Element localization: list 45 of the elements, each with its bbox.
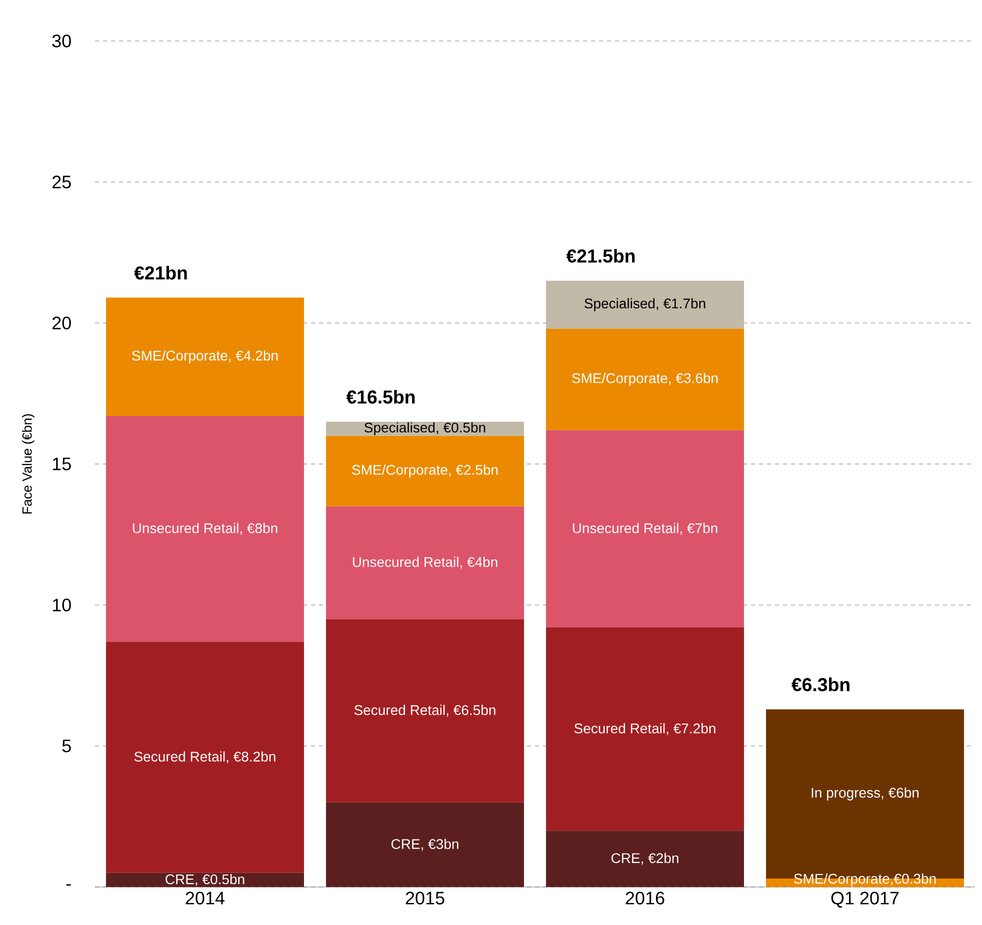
data-label: SME/Corporate, €3.6bn xyxy=(572,372,718,386)
data-label: Unsecured Retail, €8bn xyxy=(132,522,278,535)
data-label: Unsecured Retail, €4bn xyxy=(352,556,498,569)
y-axis-title: Face Value (€bn) xyxy=(22,414,34,514)
bar xyxy=(326,436,524,506)
data-label: Secured Retail, €8.2bn xyxy=(134,751,276,764)
data-label: In progress, €6bn xyxy=(812,787,919,800)
data-label: CRE, €0.5bn xyxy=(166,874,244,886)
bar xyxy=(546,280,744,329)
bar xyxy=(326,619,524,802)
bar xyxy=(106,416,304,642)
data-label: CRE, €2bn xyxy=(611,852,678,865)
total-label: €6.3bn xyxy=(792,678,850,692)
y-tick-label: 10 xyxy=(52,598,71,612)
total-label: €21bn xyxy=(134,266,187,280)
bar xyxy=(106,642,304,873)
y-tick-label: - xyxy=(66,884,71,886)
bar xyxy=(546,628,744,831)
bar xyxy=(546,830,744,887)
y-tick-label: 5 xyxy=(62,740,71,752)
x-tick-label: 2014 xyxy=(186,892,224,904)
data-label: SME/Corporate,€0.3bn xyxy=(794,873,936,886)
bar xyxy=(326,506,524,620)
data-label: SME/Corporate, €4.2bn xyxy=(132,350,278,364)
data-label: Unsecured Retail, €7bn xyxy=(572,522,718,535)
bar xyxy=(326,802,524,887)
data-label: Specialised, €0.5bn xyxy=(364,422,486,436)
data-label: SME/Corporate, €2.5bn xyxy=(352,464,498,478)
bar xyxy=(106,872,304,887)
y-tick-label: 20 xyxy=(52,316,71,330)
bar xyxy=(546,328,744,430)
y-tick-label: 30 xyxy=(52,34,71,48)
total-label: €21.5bn xyxy=(566,248,635,263)
bar xyxy=(546,430,744,628)
data-label: Secured Retail, €6.5bn xyxy=(354,704,496,717)
bar xyxy=(106,298,304,416)
x-tick-label: Q1 2017 xyxy=(831,892,899,908)
y-tick-label: 25 xyxy=(52,176,71,188)
y-tick-label: 15 xyxy=(52,458,71,470)
x-tick-label: 2016 xyxy=(626,892,664,904)
data-label: CRE, €3bn xyxy=(391,838,458,851)
total-label: €16.5bn xyxy=(346,390,415,404)
x-tick-label: 2015 xyxy=(406,892,444,904)
data-label: Secured Retail, €7.2bn xyxy=(574,723,716,736)
data-label: Specialised, €1.7bn xyxy=(584,298,706,312)
